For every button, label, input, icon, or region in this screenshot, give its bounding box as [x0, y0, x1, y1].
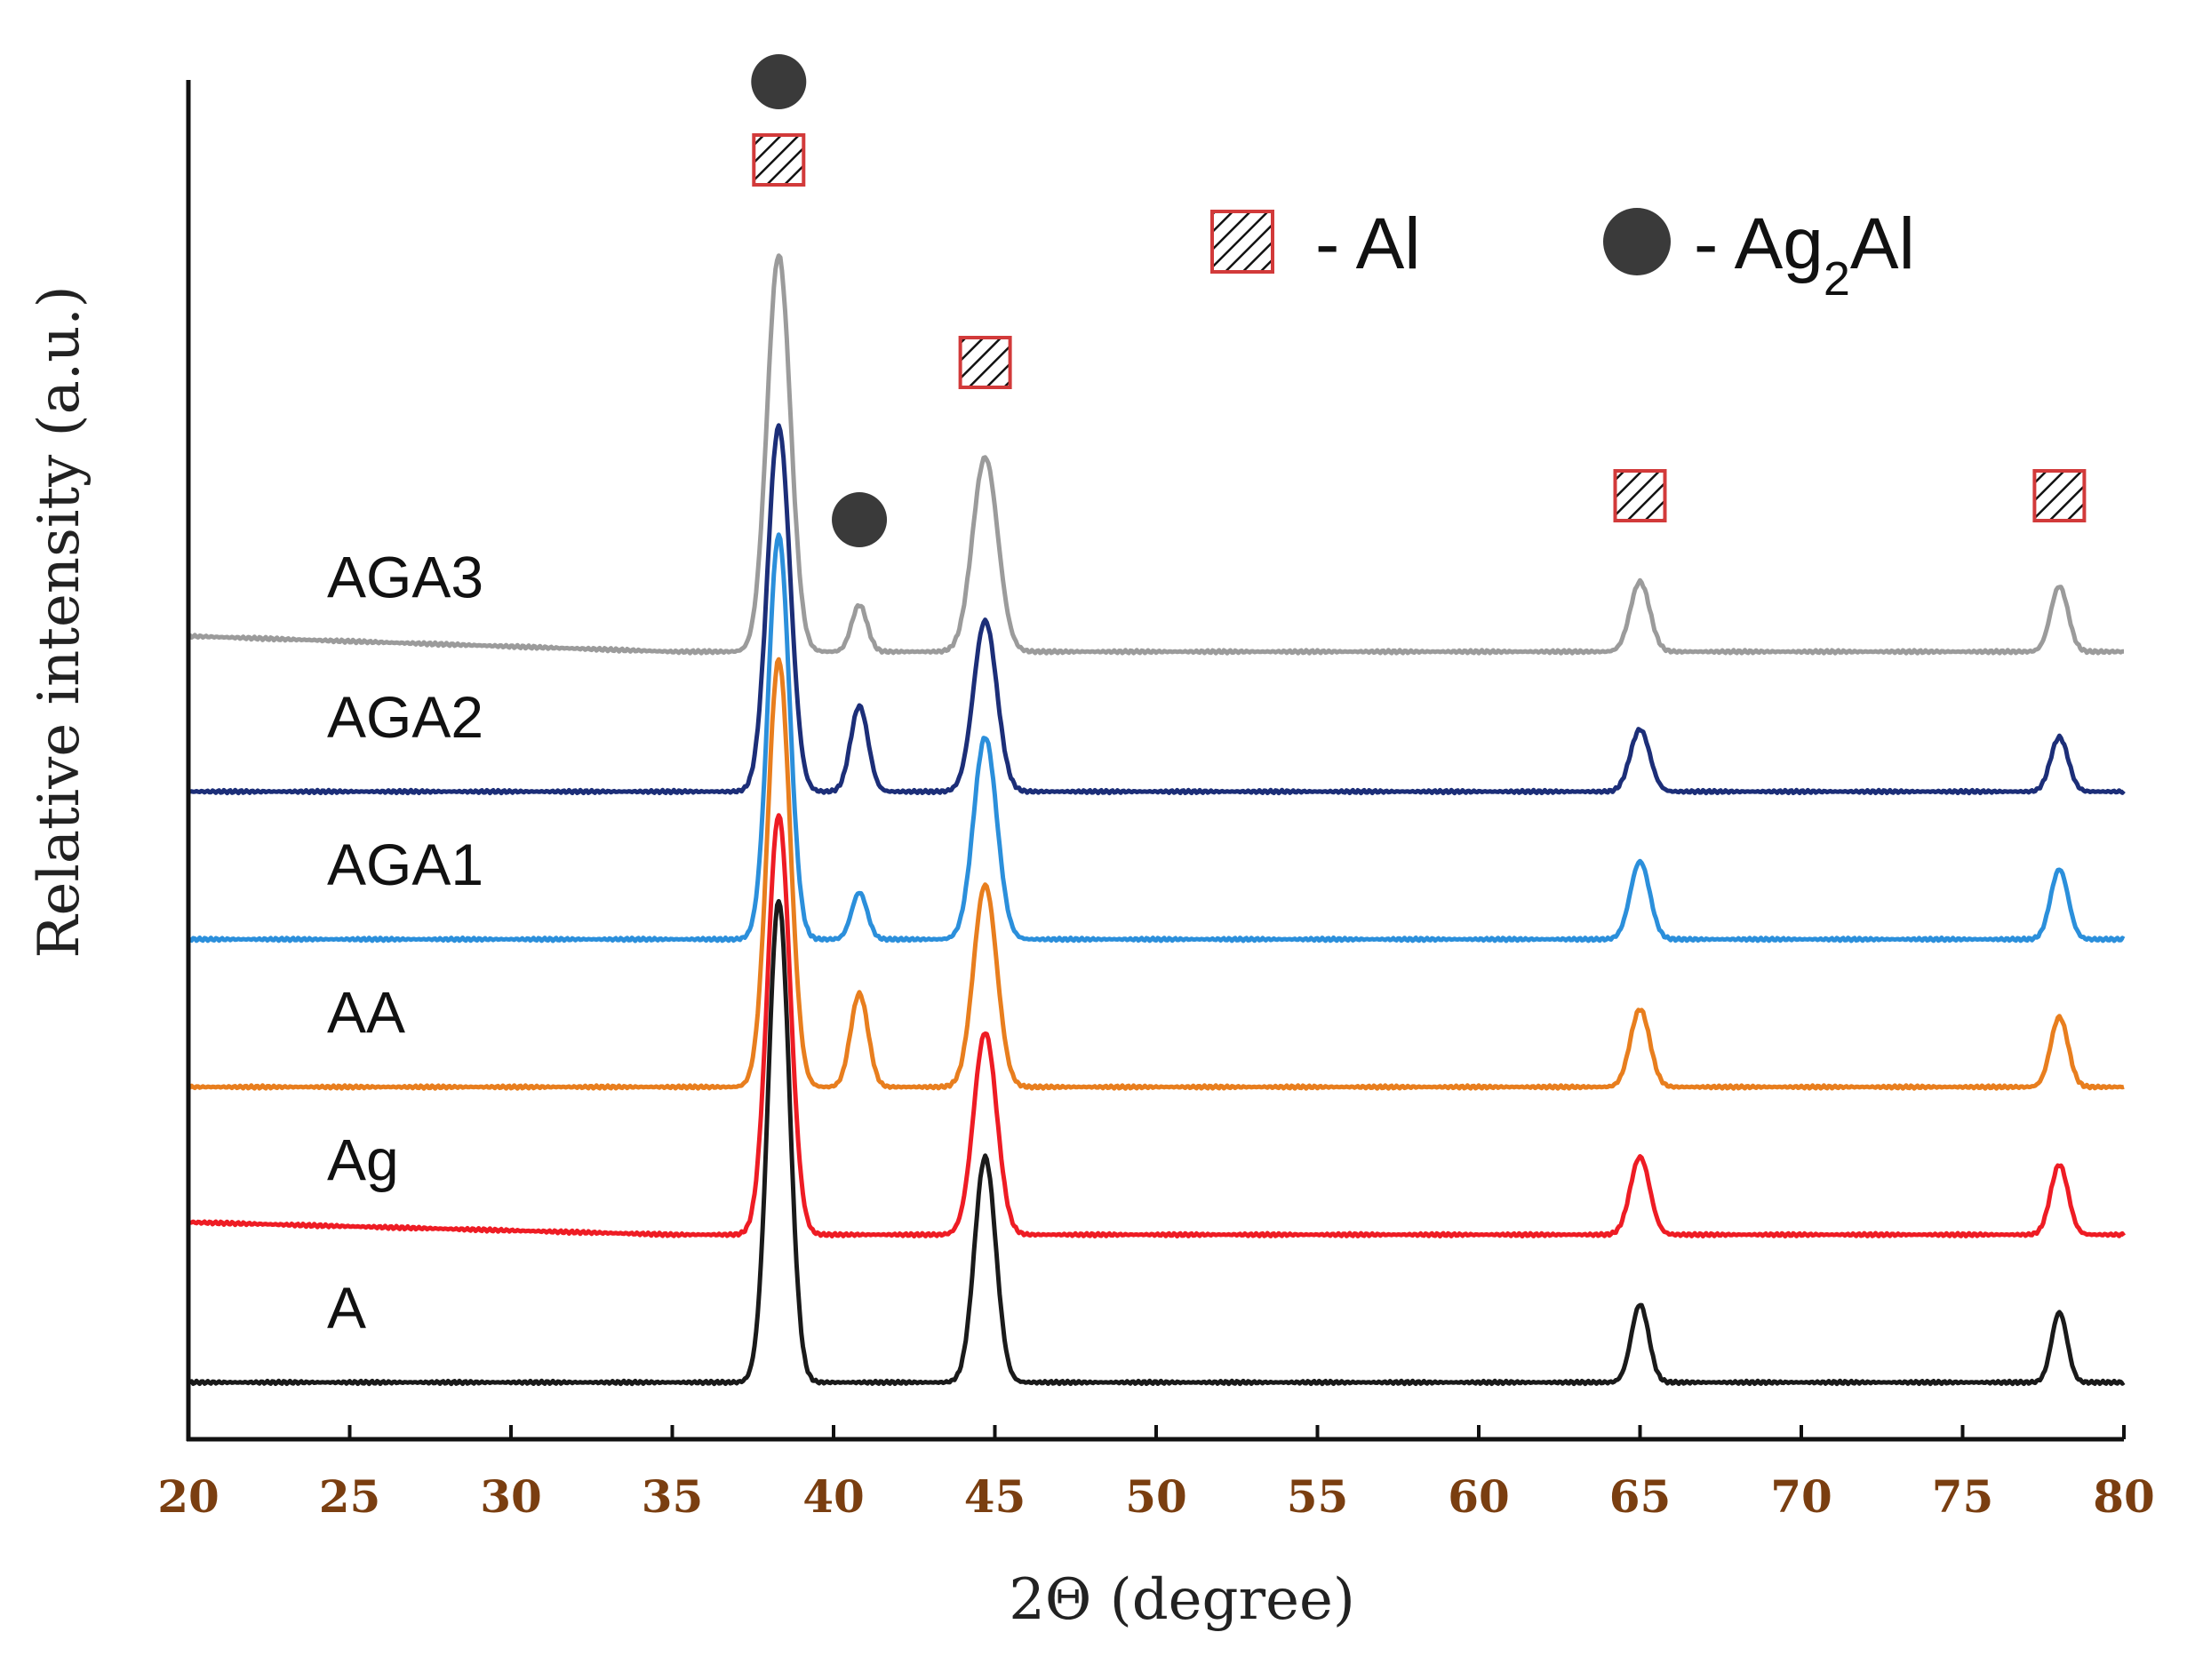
series-label-aga2: AGA2 — [327, 684, 483, 750]
x-tick-label-75: 75 — [1932, 1470, 1994, 1523]
x-tick-label-45: 45 — [964, 1470, 1026, 1523]
x-tick-label-40: 40 — [802, 1470, 865, 1523]
al-peak-marker-5 — [2032, 469, 2087, 522]
ag2al-peak-marker-2 — [832, 492, 888, 547]
series-label-aga1: AGA1 — [327, 832, 483, 897]
series-line-aga1 — [187, 532, 2126, 944]
peak-markers-group — [751, 54, 2087, 547]
series-line-aa — [188, 657, 2125, 1091]
x-tick-label-20: 20 — [157, 1470, 220, 1523]
x-tick-label-25: 25 — [319, 1470, 381, 1523]
x-tick-label-30: 30 — [480, 1470, 542, 1523]
axes-group: 20 25 30 35 40 45 50 55 60 65 70 75 80 — [157, 80, 2155, 1523]
series-line-ag — [187, 813, 2127, 1238]
series-line-aga2 — [188, 423, 2126, 796]
x-tick-label-60: 60 — [1448, 1470, 1510, 1523]
x-tick-label-80: 80 — [2093, 1470, 2155, 1523]
legend-al-label: - Al — [1315, 203, 1420, 284]
series-label-ag: Ag — [327, 1127, 399, 1193]
legend-al-marker — [1210, 210, 1274, 274]
al-peak-marker-1 — [752, 133, 806, 187]
legend: - Al - Ag2Al — [1210, 203, 1915, 306]
x-tick-label-55: 55 — [1287, 1470, 1349, 1523]
series-group — [186, 253, 2127, 1387]
x-tick-label-65: 65 — [1609, 1470, 1672, 1523]
series-line-aga3 — [188, 253, 2125, 656]
al-peak-marker-4 — [1613, 469, 1667, 522]
series-label-aga3: AGA3 — [327, 544, 483, 609]
legend-ag2al-label: - Ag2Al — [1694, 203, 1915, 306]
x-tick-label-70: 70 — [1770, 1470, 1832, 1523]
ag2al-peak-marker-0 — [751, 54, 807, 109]
legend-ag2al-marker — [1603, 208, 1671, 275]
series-label-a: A — [327, 1275, 366, 1341]
series-label-aa: AA — [327, 979, 405, 1045]
x-tick-label-35: 35 — [642, 1470, 704, 1523]
y-axis-label: Relative intensity (a.u.) — [27, 285, 92, 958]
al-peak-marker-3 — [958, 336, 1012, 389]
x-axis-label: 2Θ (degree) — [1009, 1567, 1355, 1633]
x-tick-label-50: 50 — [1125, 1470, 1187, 1523]
series-line-a — [186, 898, 2126, 1387]
series-labels-group: A Ag AA AGA1 AGA2 AGA3 — [327, 544, 483, 1341]
